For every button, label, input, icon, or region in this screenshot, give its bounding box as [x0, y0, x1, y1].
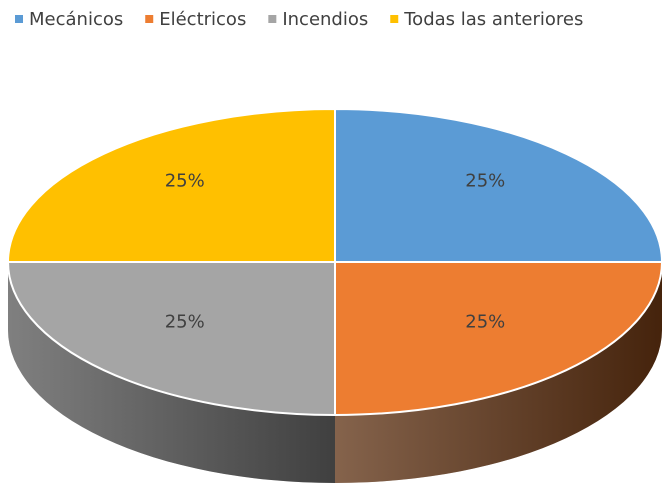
pie-slice [6, 261, 336, 417]
legend-label: Mecánicos [29, 9, 123, 30]
legend-label: Incendios [282, 9, 368, 30]
pie-tops [6, 107, 664, 417]
legend: Mecánicos Eléctricos Incendios Todas las an… [15, 9, 583, 30]
legend-swatch [15, 15, 23, 23]
data-label: 25% [465, 171, 505, 192]
legend-swatch [390, 15, 399, 23]
pie-slice [334, 107, 664, 263]
legend-swatch [145, 15, 154, 23]
pie-slice [334, 261, 664, 417]
data-label: 25% [165, 171, 205, 192]
pie-slice [6, 107, 336, 263]
data-label: 25% [165, 311, 205, 332]
data-label: 25% [465, 311, 505, 332]
legend-label: Todas las anteriores [403, 9, 583, 30]
data-labels: 25% 25% 25% 25% [165, 171, 506, 333]
pie-side-shade [335, 262, 662, 483]
pie-side-shade [8, 262, 335, 483]
legend-swatch [268, 15, 277, 23]
legend-label: Eléctricos [159, 9, 246, 30]
pie-sides [8, 262, 662, 483]
